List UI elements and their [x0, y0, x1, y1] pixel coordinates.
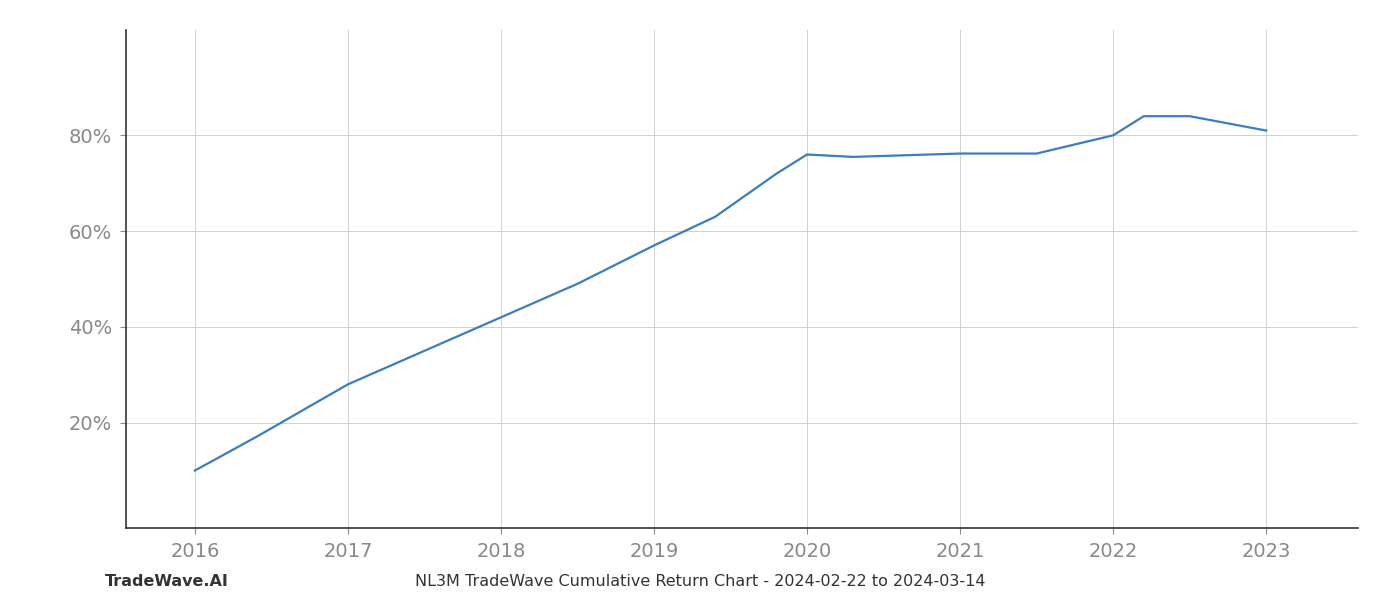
Text: TradeWave.AI: TradeWave.AI [105, 574, 228, 589]
Text: NL3M TradeWave Cumulative Return Chart - 2024-02-22 to 2024-03-14: NL3M TradeWave Cumulative Return Chart -… [414, 574, 986, 589]
